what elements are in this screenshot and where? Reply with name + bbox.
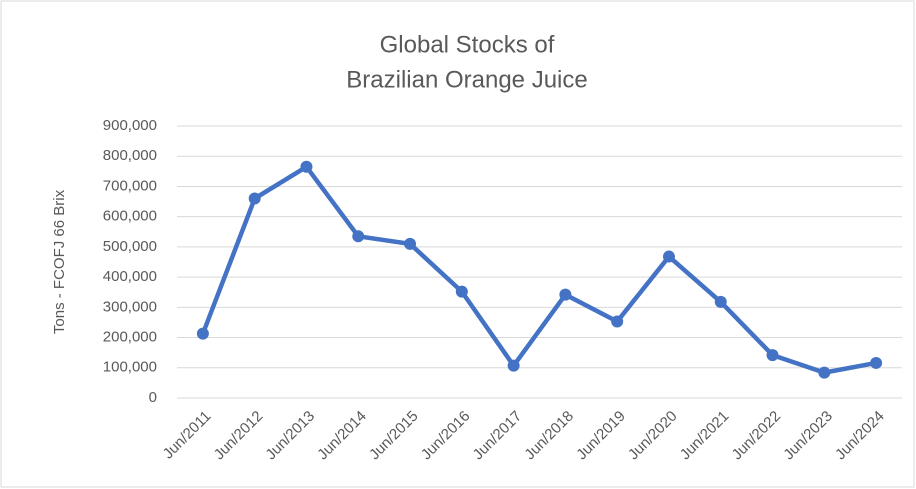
- data-point: [662, 250, 675, 263]
- chart-title: Brazilian Orange Juice: [346, 66, 587, 93]
- data-point: [714, 295, 727, 308]
- data-point: [352, 230, 365, 243]
- data-point: [404, 237, 417, 250]
- y-tick-label: 200,000: [103, 329, 157, 346]
- y-tick-label: 100,000: [103, 359, 157, 376]
- y-tick-label: 600,000: [103, 208, 157, 225]
- chart-title: Global Stocks of: [380, 31, 555, 58]
- y-tick-label: 500,000: [103, 238, 157, 255]
- data-point: [766, 349, 779, 362]
- y-tick-label: 400,000: [103, 268, 157, 285]
- data-point: [196, 327, 209, 340]
- y-tick-label: 800,000: [103, 147, 157, 164]
- data-line: [200, 164, 877, 375]
- y-axis-label: Tons - FCOFJ 66 Brix: [51, 189, 68, 334]
- y-tick-label: 300,000: [103, 298, 157, 315]
- y-tick-label: 900,000: [103, 117, 157, 134]
- y-tick-label: 0: [149, 389, 157, 406]
- data-point: [559, 288, 572, 301]
- data-point: [870, 356, 883, 369]
- data-point: [455, 285, 468, 298]
- data-point: [248, 192, 261, 205]
- data-point: [611, 315, 624, 328]
- data-point: [818, 366, 831, 379]
- data-point: [300, 160, 313, 173]
- y-tick-label: 700,000: [103, 177, 157, 194]
- data-point: [507, 359, 520, 372]
